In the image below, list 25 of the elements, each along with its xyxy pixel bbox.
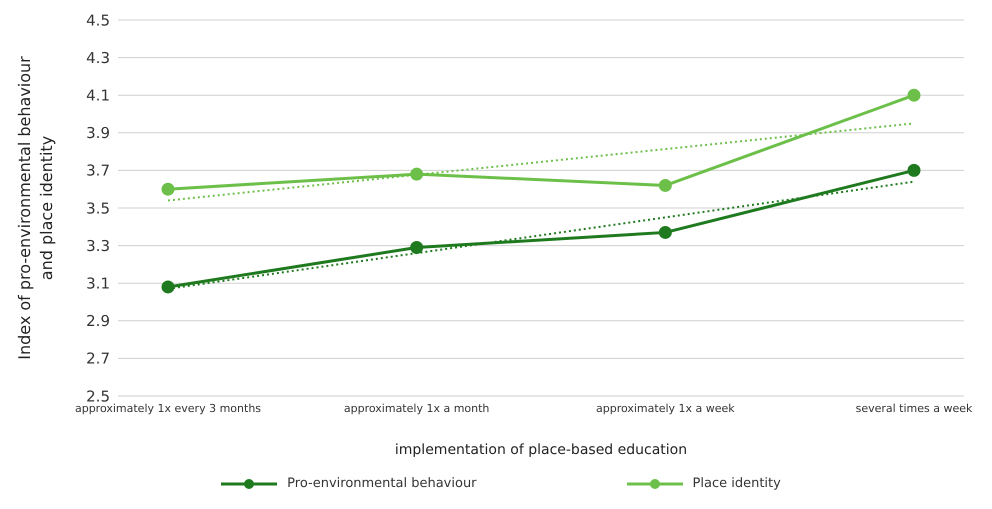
point <box>162 280 174 294</box>
point <box>162 182 174 196</box>
point <box>908 88 920 102</box>
y-tick-label: 3.5 <box>86 199 110 218</box>
y-tick-label: 3.7 <box>86 162 110 180</box>
point <box>410 168 424 181</box>
y-tick-label: 4.5 <box>86 11 110 30</box>
legend-label: Pro-environmental behaviour <box>287 476 477 491</box>
y-tick-label: 4.3 <box>86 48 110 67</box>
y-tick-label: 2.7 <box>86 350 110 368</box>
x-tick-label: several times a week <box>856 402 974 415</box>
x-tick-label: approximately 1x a month <box>344 402 490 415</box>
point <box>658 178 672 192</box>
y-tick-label: 4.1 <box>86 86 110 105</box>
x-axis-title: implementation of place-based education <box>394 442 688 458</box>
y-tick-label: 3.3 <box>86 236 110 255</box>
legend-label: Place identity <box>692 476 781 491</box>
y-axis-title: Index of pro-environmental behaviour and place identity <box>15 56 56 360</box>
y-tick-label: 3.1 <box>86 274 110 293</box>
point <box>908 164 920 177</box>
point <box>410 240 424 254</box>
point <box>658 226 672 239</box>
x-tick-label: approximately 1x a week <box>596 402 736 415</box>
y-tick-label: 3.9 <box>86 124 110 142</box>
y-tick-label: 2.9 <box>86 312 110 330</box>
